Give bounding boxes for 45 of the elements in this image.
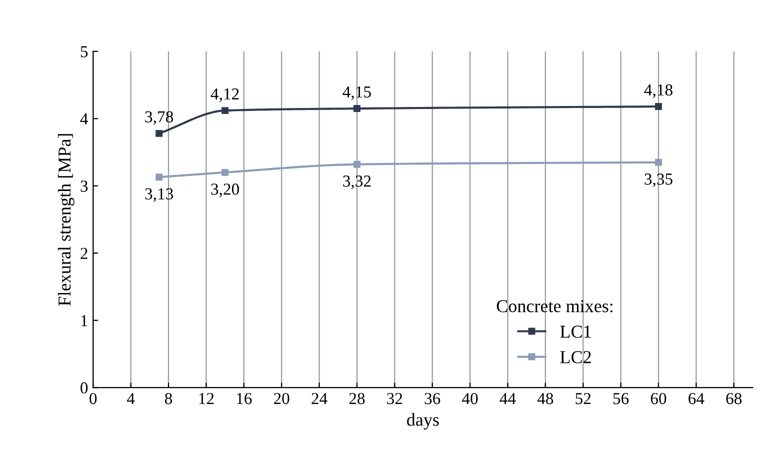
- data-label: 3,32: [343, 176, 371, 190]
- y-tick-label: 3: [80, 180, 88, 192]
- data-label: 4,18: [644, 84, 672, 98]
- point: [655, 158, 662, 166]
- x-tick-label: 8: [164, 392, 172, 404]
- x-tick-label: 52: [576, 393, 591, 404]
- x-tick-label: 44: [500, 393, 516, 404]
- x-tick-label: 68: [726, 392, 742, 404]
- x-tick-label: 36: [424, 393, 440, 404]
- x-tick-label: 60: [650, 392, 666, 404]
- x-tick-label: 28: [349, 392, 365, 404]
- x-tick-label: 0: [90, 392, 97, 404]
- legend-title: Concrete mixes:: [496, 300, 612, 312]
- point: [222, 168, 229, 176]
- point: [353, 160, 360, 168]
- data-label: 4,15: [342, 86, 371, 100]
- x-tick-label: 12: [199, 393, 214, 404]
- x-tick-label: 64: [688, 393, 704, 404]
- x-tick-label: 4: [126, 393, 135, 404]
- y-tick-label: 2: [80, 248, 88, 259]
- x-tick-label: 48: [537, 392, 554, 404]
- x-tick-label: 24: [312, 393, 328, 404]
- point: [353, 105, 360, 112]
- point: [655, 103, 662, 110]
- legend-label: LC2: [560, 351, 591, 364]
- data-label: 3,20: [211, 184, 239, 198]
- y-tick-label: 4: [80, 113, 88, 124]
- y-tick-label: 5: [80, 46, 88, 58]
- x-tick-label: 20: [274, 392, 290, 404]
- data-label: 4,12: [210, 88, 239, 102]
- y-tick-label: 0: [80, 382, 88, 394]
- x-tick-label: 16: [237, 393, 252, 404]
- point: [222, 107, 229, 114]
- legend-label: LC1: [560, 326, 591, 338]
- x-tick-label: 40: [462, 392, 478, 404]
- point: [156, 174, 163, 181]
- point: [156, 130, 163, 137]
- data-label: 3,35: [644, 174, 672, 188]
- y-axis-title: Flexural strength [MPa]: [58, 134, 74, 306]
- data-label: 3,78: [145, 111, 174, 125]
- x-tick-label: 32: [387, 393, 402, 404]
- x-axis-title: days: [407, 413, 439, 430]
- y-tick-label: 1: [81, 315, 88, 326]
- x-tick-label: 56: [613, 393, 629, 404]
- data-label: 3,13: [145, 188, 174, 202]
